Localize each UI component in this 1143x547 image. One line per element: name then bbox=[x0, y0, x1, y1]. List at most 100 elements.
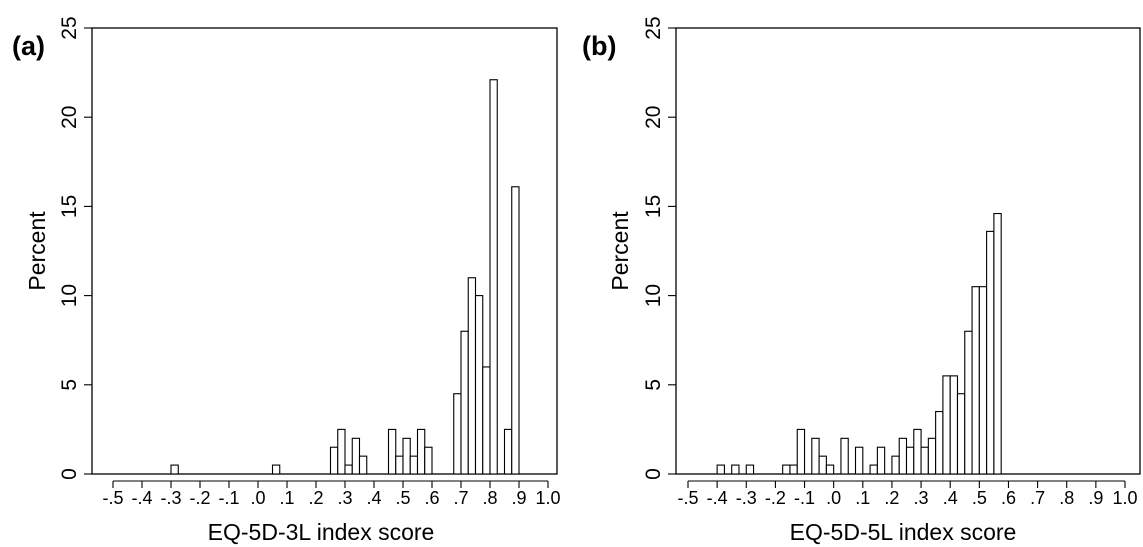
y-tick-label: 15 bbox=[642, 195, 665, 218]
y-tick-label: 25 bbox=[58, 16, 81, 39]
histogram-bar bbox=[898, 437, 908, 475]
histogram-bar bbox=[840, 437, 849, 475]
histogram-bar bbox=[920, 446, 929, 475]
y-tick-label: 10 bbox=[58, 284, 81, 307]
histogram-bar bbox=[474, 295, 484, 475]
histogram-bar bbox=[818, 455, 827, 475]
histogram-bar bbox=[351, 437, 361, 475]
y-axis-title: Percent bbox=[24, 211, 50, 291]
histogram-bar bbox=[460, 330, 469, 475]
histogram-bar bbox=[271, 464, 281, 475]
histogram-bar bbox=[927, 437, 937, 475]
y-tick-label: 5 bbox=[642, 379, 665, 391]
x-tick-label: .7 bbox=[1030, 488, 1045, 508]
histogram-bar bbox=[467, 277, 477, 475]
x-tick-label: .2 bbox=[308, 488, 323, 508]
x-tick-label: -.4 bbox=[131, 488, 152, 508]
histogram-bar bbox=[170, 464, 179, 475]
x-tick-label: .6 bbox=[424, 488, 439, 508]
x-axis-title: EQ-5D-3L index score bbox=[208, 519, 435, 545]
x-tick-label: .1 bbox=[279, 488, 294, 508]
x-tick-label: .1 bbox=[855, 488, 870, 508]
histogram-bar bbox=[344, 464, 353, 475]
panel-label: (b) bbox=[582, 31, 616, 61]
x-tick-label: .5 bbox=[395, 488, 410, 508]
histogram-bar bbox=[993, 212, 1002, 475]
y-tick-label: 20 bbox=[642, 106, 665, 129]
histogram-bar bbox=[329, 446, 339, 475]
x-tick-label: 1.0 bbox=[535, 488, 560, 508]
histogram-bar bbox=[731, 464, 740, 475]
histogram-bar bbox=[511, 186, 520, 475]
x-tick-label: .5 bbox=[972, 488, 987, 508]
y-tick-label: 0 bbox=[58, 468, 81, 480]
x-tick-label: -.5 bbox=[677, 488, 698, 508]
histogram-bar bbox=[416, 428, 426, 475]
x-tick-label: .3 bbox=[337, 488, 352, 508]
histogram-bar bbox=[409, 455, 419, 475]
plot-frame bbox=[91, 27, 558, 475]
histogram-bar bbox=[935, 411, 944, 475]
plot-frame bbox=[675, 27, 1141, 475]
y-tick-label: 0 bbox=[642, 468, 665, 480]
panel-a: 0 5 10 15 20 25 -.5 -.4 -.3 -.2 -.1 .0 .1 .2 .3 .4 .5 .6.… bbox=[12, 16, 561, 545]
histogram-bar bbox=[942, 375, 951, 475]
x-tick-label: .9 bbox=[511, 488, 526, 508]
histogram-bar bbox=[395, 455, 404, 475]
x-tick-label: -.1 bbox=[218, 488, 239, 508]
y-tick-label: 10 bbox=[642, 284, 665, 307]
histogram-bar bbox=[854, 446, 864, 475]
x-tick-label: -.3 bbox=[736, 488, 757, 508]
histogram-bar bbox=[869, 464, 878, 475]
x-tick-label: .9 bbox=[1088, 488, 1103, 508]
x-tick-label: .4 bbox=[943, 488, 958, 508]
panel-label: (a) bbox=[12, 31, 45, 61]
x-tick-label: .0 bbox=[826, 488, 841, 508]
histogram-bar bbox=[796, 428, 806, 475]
histogram-bar bbox=[716, 464, 725, 475]
x-tick-label: -.2 bbox=[189, 488, 210, 508]
x-tick-label: .2 bbox=[884, 488, 899, 508]
histogram-bar bbox=[891, 455, 900, 475]
x-tick-label: .0 bbox=[250, 488, 265, 508]
histogram-bar bbox=[745, 464, 755, 475]
x-tick-label: .6 bbox=[1001, 488, 1016, 508]
histogram-bar bbox=[811, 437, 820, 475]
x-tick-label: -.3 bbox=[160, 488, 181, 508]
y-tick-label: 25 bbox=[642, 16, 665, 39]
histogram-bar bbox=[876, 446, 886, 475]
histogram-bar bbox=[905, 446, 915, 475]
x-tick-label: .7 bbox=[453, 488, 468, 508]
histogram-bar bbox=[986, 230, 995, 475]
x-tick-label: -.1 bbox=[794, 488, 815, 508]
y-tick-label: 5 bbox=[58, 379, 81, 391]
histogram-bar bbox=[424, 446, 433, 475]
x-tick-label: -.5 bbox=[102, 488, 123, 508]
y-tick-label: 15 bbox=[58, 195, 81, 218]
histogram-bar bbox=[482, 366, 491, 475]
x-axis-title: EQ-5D-5L index score bbox=[790, 519, 1017, 545]
histogram-bar bbox=[789, 464, 798, 475]
histogram-bar bbox=[949, 375, 959, 475]
histogram-bar bbox=[503, 428, 513, 475]
histogram-bar bbox=[956, 393, 966, 475]
y-tick-label: 20 bbox=[58, 106, 81, 129]
x-tick-label: 1.0 bbox=[1112, 488, 1137, 508]
histogram-bar bbox=[489, 79, 498, 475]
histogram-bar bbox=[964, 330, 973, 475]
histogram-bar bbox=[387, 428, 397, 475]
histogram-bar bbox=[971, 286, 980, 475]
histogram-bar bbox=[913, 428, 922, 475]
x-tick-label: .8 bbox=[1059, 488, 1074, 508]
histogram-bar bbox=[978, 286, 988, 475]
histogram-bar bbox=[782, 464, 791, 475]
y-axis-title: Percent bbox=[607, 211, 633, 291]
x-tick-label: .8 bbox=[482, 488, 497, 508]
histogram-bar bbox=[358, 455, 368, 475]
x-tick-label: .3 bbox=[914, 488, 929, 508]
histogram-bar bbox=[402, 437, 411, 475]
x-tick-label: .4 bbox=[366, 488, 381, 508]
histogram-bar bbox=[337, 428, 346, 475]
x-tick-label: -.2 bbox=[765, 488, 786, 508]
